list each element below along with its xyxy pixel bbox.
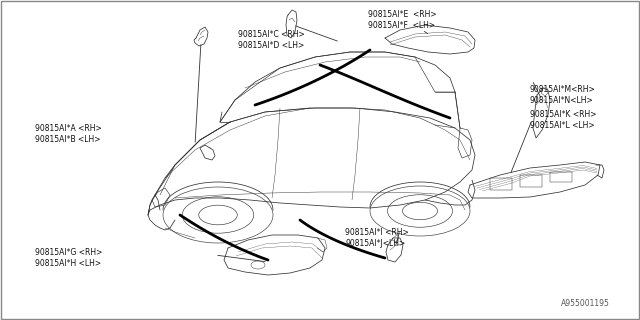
Text: 90815AI*K <RH>
90815AI*L <LH>: 90815AI*K <RH> 90815AI*L <LH>: [530, 109, 596, 131]
Text: 90815AI*I <RH>
90815AI*J<LH>: 90815AI*I <RH> 90815AI*J<LH>: [345, 228, 409, 248]
Text: 90815AI*M<RH>
90815AI*N<LH>: 90815AI*M<RH> 90815AI*N<LH>: [530, 84, 596, 105]
Text: 90815AI*E  <RH>
90815AI*F  <LH>: 90815AI*E <RH> 90815AI*F <LH>: [368, 10, 436, 30]
Bar: [550, 172, 572, 182]
Text: A955001195: A955001195: [561, 299, 610, 308]
Bar: [490, 178, 512, 190]
Bar: [520, 175, 542, 187]
Text: 90815AI*A <RH>
90815AI*B <LH>: 90815AI*A <RH> 90815AI*B <LH>: [35, 124, 102, 144]
Text: 90815AI*C <RH>
90815AI*D <LH>: 90815AI*C <RH> 90815AI*D <LH>: [238, 30, 305, 50]
Text: 90815AI*G <RH>
90815AI*H <LH>: 90815AI*G <RH> 90815AI*H <LH>: [35, 248, 102, 268]
